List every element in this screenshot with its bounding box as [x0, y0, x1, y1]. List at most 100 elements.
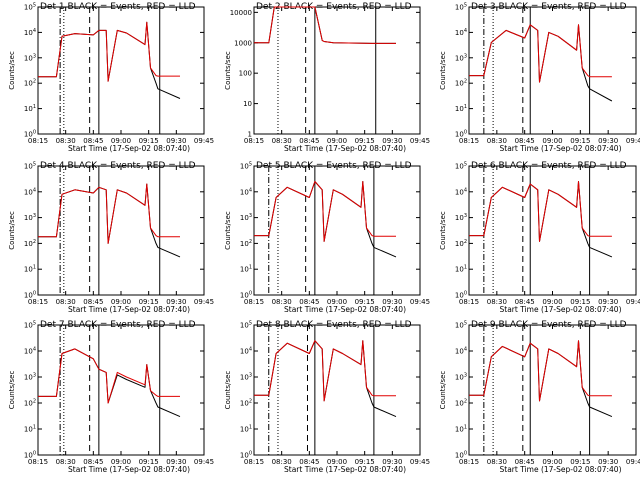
chart-9-xtick-label: 09:15: [570, 458, 590, 466]
chart-6-xtick-label: 08:45: [515, 298, 535, 306]
chart-2-xlabel: Start Time (17-Sep-02 08:07:40): [284, 144, 406, 153]
chart-4-xtick-label: 09:15: [139, 298, 159, 306]
chart-9-xtick-label: 08:30: [487, 458, 507, 466]
chart-9-xtick-label: 09:30: [598, 458, 618, 466]
chart-6-series-events: [469, 181, 613, 258]
chart-8-xtick-label: 09:45: [410, 458, 430, 466]
chart-7-xtick-label: 09:45: [194, 458, 214, 466]
chart-2-xtick-label: 09:30: [382, 137, 402, 145]
chart-6-title: Det 6 BLACK = Events, RED = LLD: [471, 161, 627, 171]
chart-5-ytick-label: 104: [240, 187, 252, 196]
chart-6-ytick-label: 105: [455, 162, 467, 171]
chart-7-xtick-label: 08:15: [28, 458, 48, 466]
chart-7-ytick-label: 102: [24, 399, 36, 408]
chart-5-xtick-label: 08:45: [299, 298, 319, 306]
chart-4-xtick-label: 09:45: [194, 298, 214, 306]
chart-1-xtick-label: 09:45: [194, 137, 214, 145]
chart-4-ytick-label: 101: [24, 265, 36, 274]
chart-8-xtick-label: 09:00: [327, 458, 347, 466]
chart-1-xtick-label: 08:30: [56, 137, 76, 145]
chart-9-ytick-label: 104: [455, 347, 467, 356]
chart-6-xtick-label: 09:30: [598, 298, 618, 306]
chart-7-xtick-label: 08:30: [56, 458, 76, 466]
chart-2-xtick-label: 08:15: [244, 137, 264, 145]
chart-4-xtick-label: 08:15: [28, 298, 48, 306]
chart-8-ylabel: Counts/sec: [224, 371, 232, 410]
chart-5-ytick-label: 105: [240, 162, 252, 171]
chart-9-ytick-label: 103: [455, 373, 467, 382]
chart-9-frame: [468, 324, 637, 456]
chart-7-ytick-label: 104: [24, 347, 36, 356]
chart-6-xlabel: Start Time (17-Sep-02 08:07:40): [500, 305, 622, 314]
chart-2-ytick-label: 100: [239, 70, 252, 78]
chart-6-ylabel: Counts/sec: [439, 211, 447, 250]
chart-4-xlabel: Start Time (17-Sep-02 08:07:40): [68, 305, 190, 314]
chart-8-series-lld: [254, 340, 396, 402]
chart-1-ylabel: Counts/sec: [8, 51, 16, 90]
chart-5-frame: [253, 165, 421, 296]
chart-8-series-events: [254, 340, 397, 418]
chart-5-xtick-label: 08:30: [272, 298, 292, 306]
chart-4-ylabel: Counts/sec: [8, 211, 16, 250]
chart-2-series-events: [254, 6, 396, 44]
chart-8-xtick-label: 08:15: [244, 458, 264, 466]
chart-1-series-events: [38, 21, 181, 99]
chart-4-ytick-label: 100: [24, 291, 36, 300]
chart-2-ytick-label: 1000: [234, 39, 252, 47]
chart-2-series-lld: [254, 6, 396, 44]
chart-3-series-events: [469, 24, 613, 102]
chart-1-ytick-label: 105: [24, 3, 36, 12]
chart-6-ytick-label: 101: [455, 265, 467, 274]
chart-3-xlabel: Start Time (17-Sep-02 08:07:40): [500, 144, 622, 153]
chart-7-ytick-label: 101: [24, 425, 36, 434]
chart-6-ytick-label: 104: [455, 187, 467, 196]
chart-2-ytick-label: 10000: [230, 9, 252, 17]
chart-8-ytick-label: 104: [240, 347, 252, 356]
chart-7-frame: [37, 324, 205, 456]
chart-5-xtick-label: 09:30: [382, 298, 402, 306]
chart-1-ytick-label: 101: [24, 104, 36, 113]
chart-6-ytick-label: 103: [455, 213, 467, 222]
chart-2-xtick-label: 09:00: [327, 137, 347, 145]
chart-8-xtick-label: 09:30: [382, 458, 402, 466]
chart-8-frame: [253, 324, 421, 456]
chart-6-xtick-label: 09:00: [542, 298, 562, 306]
chart-3-xtick-label: 08:15: [459, 137, 479, 145]
chart-5-ylabel: Counts/sec: [224, 211, 232, 250]
chart-8-ytick-label: 100: [240, 451, 252, 460]
chart-9-title: Det 9 BLACK = Events, RED = LLD: [471, 320, 627, 330]
chart-3-xtick-label: 09:15: [570, 137, 590, 145]
chart-9-xtick-label: 09:00: [542, 458, 562, 466]
chart-4-frame: [37, 165, 205, 296]
chart-9-ytick-label: 102: [455, 399, 467, 408]
chart-7-title: Det 7 BLACK = Events, RED = LLD: [40, 320, 196, 330]
chart-8-ytick-label: 102: [240, 399, 252, 408]
chart-1-xtick-label: 09:30: [166, 137, 186, 145]
chart-2-ytick-label: 10: [243, 100, 252, 108]
chart-1-ytick-label: 102: [24, 79, 36, 88]
chart-7-xtick-label: 09:00: [111, 458, 131, 466]
chart-9-xtick-label: 08:45: [515, 458, 535, 466]
chart-1-ytick-label: 100: [24, 130, 36, 139]
chart-9-ytick-label: 105: [455, 321, 467, 330]
chart-1-xtick-label: 09:00: [111, 137, 131, 145]
chart-1-ytick-label: 104: [24, 28, 36, 37]
chart-2-xtick-label: 08:45: [299, 137, 319, 145]
chart-4-ytick-label: 105: [24, 162, 36, 171]
chart-3-series-lld: [469, 24, 612, 83]
chart-9-ytick-label: 101: [455, 425, 467, 434]
chart-8-xtick-label: 08:45: [299, 458, 319, 466]
chart-5-ytick-label: 100: [240, 291, 252, 300]
chart-6-ytick-label: 100: [455, 291, 467, 300]
chart-9-xtick-label: 09:45: [626, 458, 640, 466]
chart-9-series-events: [469, 340, 613, 418]
chart-7-series-lld: [38, 348, 180, 404]
chart-7-ytick-label: 100: [24, 451, 36, 460]
chart-6-frame: [468, 165, 637, 296]
chart-4-title: Det 4 BLACK = Events, RED = LLD: [40, 161, 196, 171]
chart-1-series-lld: [38, 21, 180, 82]
chart-5-series-lld: [254, 181, 396, 242]
chart-9-xtick-label: 08:15: [459, 458, 479, 466]
chart-7-xtick-label: 09:15: [139, 458, 159, 466]
chart-2-xtick-label: 09:45: [410, 137, 430, 145]
